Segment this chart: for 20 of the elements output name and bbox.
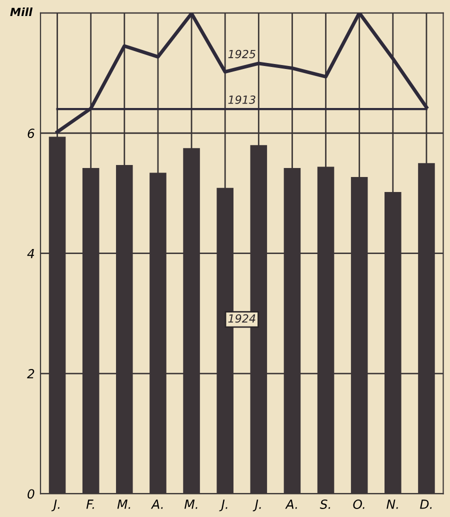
series-label: 1913 — [228, 96, 256, 104]
series-label: 1925 — [228, 50, 256, 58]
y-tick-label: 0 — [28, 489, 34, 499]
x-tick-label: M. — [184, 500, 198, 509]
x-tick-label: O. — [353, 500, 364, 509]
x-tick-label: J. — [51, 500, 60, 512]
series-label: 1924 — [228, 314, 256, 323]
y-tick-label: 4 — [27, 248, 34, 258]
x-tick-label: F. — [86, 500, 94, 509]
x-tick-label: D. — [420, 500, 432, 509]
x-tick-label: S. — [320, 500, 330, 509]
x-tick-label: J. — [219, 500, 228, 512]
y-axis-title: Mill — [10, 8, 33, 16]
x-tick-label: A. — [285, 500, 297, 509]
x-tick-label: M. — [117, 500, 130, 509]
x-tick-label: A. — [150, 500, 163, 509]
y-tick-label: 6 — [28, 128, 34, 138]
y-tick-label: 2 — [27, 369, 34, 378]
x-tick-label: J. — [252, 500, 261, 512]
x-tick-label: N. — [386, 500, 398, 509]
